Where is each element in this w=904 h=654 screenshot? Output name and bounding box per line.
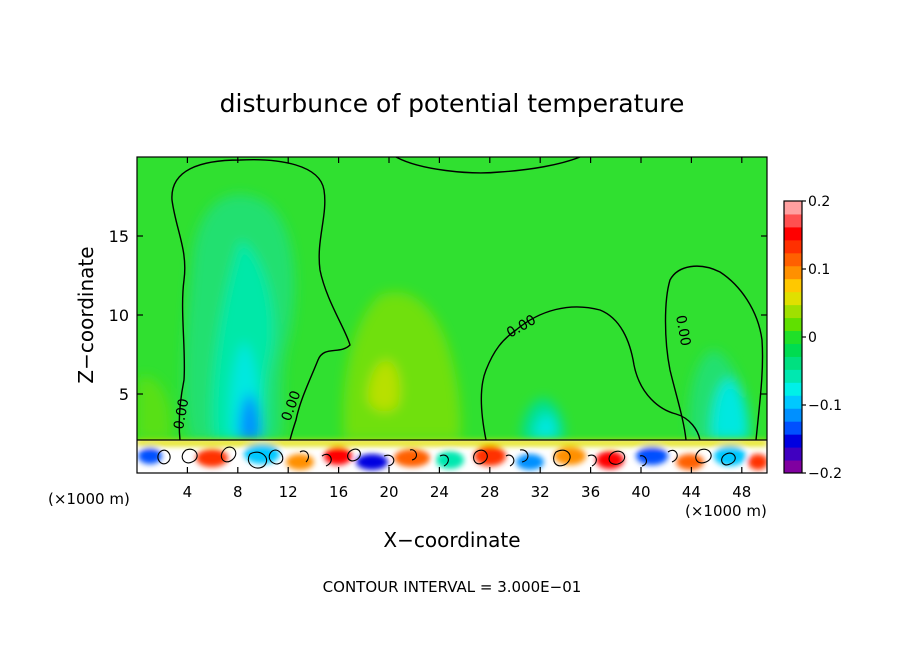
colorbar-swatch bbox=[784, 460, 802, 474]
zero-contour-center bbox=[480, 306, 701, 441]
warm-plume-core bbox=[368, 360, 400, 412]
x-unit-label-right: (×1000 m) bbox=[685, 502, 767, 520]
colorbar-swatch bbox=[784, 356, 802, 370]
field-shading bbox=[137, 194, 751, 440]
x-tick-label: 24 bbox=[430, 483, 449, 501]
colorbar-swatch bbox=[784, 265, 802, 280]
colorbar-swatch bbox=[784, 291, 802, 306]
zero-contour-top bbox=[395, 157, 581, 174]
colorbar-swatch bbox=[784, 317, 802, 332]
contour-label: 0.00 bbox=[171, 397, 192, 430]
contour-interval-footer: CONTOUR INTERVAL = 3.000E−01 bbox=[323, 578, 582, 596]
x-tick-label: 20 bbox=[379, 483, 398, 501]
colorbar-swatch bbox=[784, 369, 802, 383]
y-axis-label: Z−coordinate bbox=[74, 246, 98, 383]
colorbar-swatch bbox=[784, 201, 802, 215]
colorbar-swatch bbox=[784, 343, 802, 357]
colorbar-swatch bbox=[784, 239, 802, 254]
x-tick-label: 40 bbox=[631, 483, 650, 501]
colorbar-swatch bbox=[784, 252, 802, 267]
colorbar-swatch bbox=[784, 382, 802, 396]
plot-area: 0.00 0.00 0.00 0.00 bbox=[137, 157, 767, 473]
colorbar-swatch bbox=[784, 304, 802, 319]
x-tick-label: 44 bbox=[682, 483, 701, 501]
colorbar-tick-label: −0.2 bbox=[808, 466, 842, 482]
colorbar-swatch bbox=[784, 330, 802, 344]
colorbar: 0.2 0.1 0 −0.1 −0.2 bbox=[783, 194, 842, 482]
chart-title: disturbunce of potential temperature bbox=[220, 89, 685, 118]
colorbar-tick-label: −0.1 bbox=[808, 398, 842, 414]
colorbar-tick-label: 0.1 bbox=[808, 262, 830, 278]
colorbar-swatch bbox=[784, 408, 802, 422]
x-unit-label-left: (×1000 m) bbox=[48, 490, 130, 508]
zero-contour-right bbox=[664, 265, 764, 441]
cool-plume-left-center bbox=[239, 392, 261, 440]
zero-contour-left bbox=[171, 158, 351, 441]
colorbar-swatch bbox=[784, 278, 802, 293]
colorbar-swatch bbox=[784, 421, 802, 435]
x-tick-label: 48 bbox=[732, 483, 751, 501]
y-tick-label: 15 bbox=[109, 227, 129, 246]
x-tick-label: 36 bbox=[581, 483, 600, 501]
colorbar-swatch bbox=[784, 226, 802, 241]
cool-plume-right-core bbox=[711, 378, 749, 440]
colorbar-tick-label: 0.2 bbox=[808, 194, 830, 210]
x-axis-label: X−coordinate bbox=[383, 528, 520, 552]
y-tick-label: 5 bbox=[119, 385, 129, 404]
x-axis: 4 8 12 16 20 24 28 32 36 40 44 48 bbox=[183, 157, 751, 501]
y-tick-label: 10 bbox=[109, 306, 129, 325]
colorbar-swatch bbox=[784, 434, 802, 448]
y-axis: 5 10 15 bbox=[109, 227, 767, 404]
x-tick-label: 32 bbox=[531, 483, 550, 501]
boundary-layer-contours bbox=[157, 446, 736, 469]
colorbar-swatch bbox=[784, 213, 802, 228]
x-tick-label: 4 bbox=[183, 483, 193, 501]
x-tick-label: 28 bbox=[480, 483, 499, 501]
cool-plume-center-core bbox=[534, 414, 557, 440]
x-tick-label: 12 bbox=[279, 483, 298, 501]
x-tick-label: 8 bbox=[233, 483, 243, 501]
colorbar-swatch bbox=[784, 447, 802, 461]
zero-contours bbox=[171, 157, 764, 441]
colorbar-swatch bbox=[784, 395, 802, 409]
boundary-layer bbox=[137, 439, 767, 473]
x-tick-label: 16 bbox=[329, 483, 348, 501]
warm-patch-left bbox=[137, 376, 172, 440]
contour-label: 0.00 bbox=[672, 314, 693, 347]
colorbar-tick-label: 0 bbox=[808, 330, 817, 346]
